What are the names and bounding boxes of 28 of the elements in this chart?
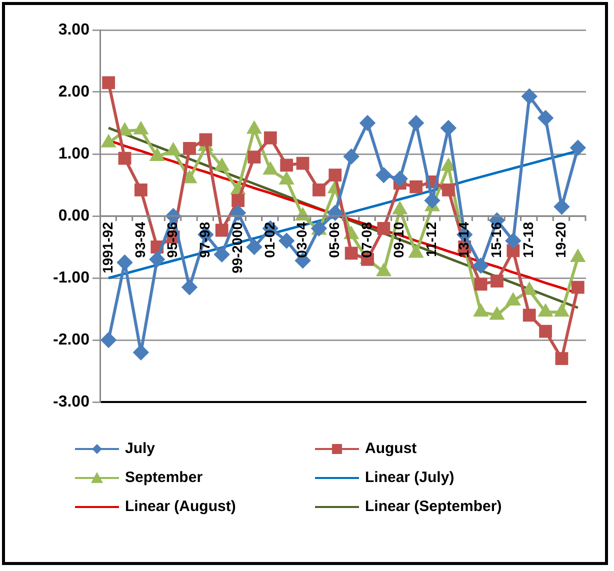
x-tick-label: 01-02	[261, 222, 278, 258]
x-tick-label: 95-96	[164, 222, 180, 258]
legend-label: July	[125, 440, 156, 457]
x-tick-label: 19-20	[552, 222, 569, 258]
legend-label: Linear (July)	[365, 469, 454, 486]
y-tick-label: -1.00	[53, 269, 90, 286]
legend-label: September	[125, 469, 203, 486]
x-tick-label: 1991-92	[99, 222, 116, 274]
y-tick-label: 1.00	[58, 145, 90, 162]
x-tick-label: 07-08	[358, 222, 374, 258]
x-tick-label: 15-16	[488, 222, 504, 258]
legend-label: Linear (September)	[365, 498, 502, 515]
y-tick-label: 0.00	[58, 207, 90, 224]
x-tick-label: 03-04	[294, 222, 310, 258]
y-tick-label: 3.00	[58, 21, 90, 38]
x-tick-label: 11-12	[423, 222, 440, 258]
x-tick-label: 99-2000	[228, 222, 245, 274]
legend-label: Linear (August)	[125, 498, 236, 515]
x-tick-label: 93-94	[132, 222, 148, 258]
x-tick-label: 13-14	[455, 222, 472, 258]
x-tick-label: 09-10	[390, 222, 407, 258]
x-tick-label: 97-98	[196, 222, 213, 258]
x-tick-label: 17-18	[520, 222, 536, 258]
y-tick-label: -2.00	[53, 331, 90, 348]
y-tick-label: 2.00	[58, 83, 90, 100]
x-tick-label: 05-06	[326, 222, 342, 258]
y-tick-label: -3.00	[53, 393, 90, 410]
legend-label: August	[365, 440, 417, 457]
